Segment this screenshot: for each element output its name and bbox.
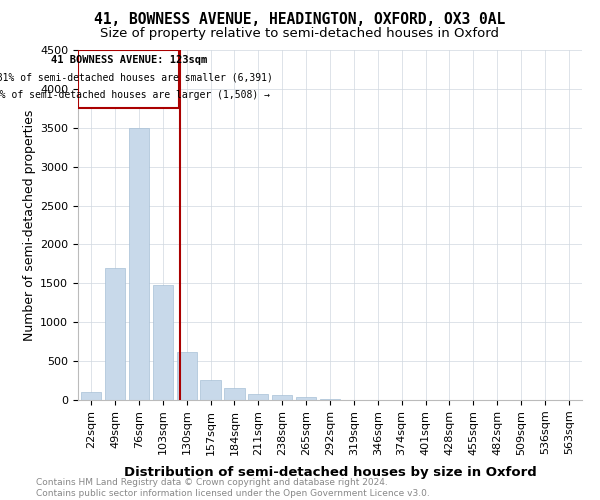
Text: 41, BOWNESS AVENUE, HEADINGTON, OXFORD, OX3 0AL: 41, BOWNESS AVENUE, HEADINGTON, OXFORD, … <box>94 12 506 28</box>
Text: Contains HM Land Registry data © Crown copyright and database right 2024.
Contai: Contains HM Land Registry data © Crown c… <box>36 478 430 498</box>
Bar <box>105 268 125 400</box>
Bar <box>176 352 197 400</box>
Bar <box>296 397 316 400</box>
Text: 19% of semi-detached houses are larger (1,508) →: 19% of semi-detached houses are larger (… <box>0 90 269 100</box>
Bar <box>272 396 292 400</box>
Bar <box>129 128 149 400</box>
Bar <box>248 394 268 400</box>
X-axis label: Distribution of semi-detached houses by size in Oxford: Distribution of semi-detached houses by … <box>124 466 536 479</box>
FancyBboxPatch shape <box>78 50 179 108</box>
Bar <box>81 392 101 400</box>
Bar <box>200 380 221 400</box>
Bar <box>224 388 245 400</box>
Bar <box>152 285 173 400</box>
Text: 41 BOWNESS AVENUE: 123sqm: 41 BOWNESS AVENUE: 123sqm <box>50 55 207 65</box>
Text: ← 81% of semi-detached houses are smaller (6,391): ← 81% of semi-detached houses are smalle… <box>0 72 272 83</box>
Bar <box>320 399 340 400</box>
Y-axis label: Number of semi-detached properties: Number of semi-detached properties <box>23 110 36 340</box>
Text: Size of property relative to semi-detached houses in Oxford: Size of property relative to semi-detach… <box>101 28 499 40</box>
